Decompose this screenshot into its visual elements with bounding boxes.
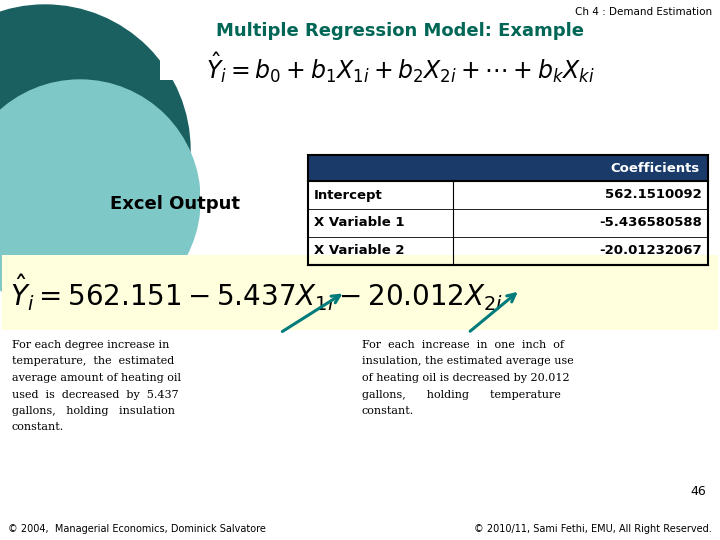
Text: $\hat{Y}_i = b_0 + b_1 X_{1i} + b_2 X_{2i} + \cdots + b_k X_{ki}$: $\hat{Y}_i = b_0 + b_1 X_{1i} + b_2 X_{2… xyxy=(206,50,595,85)
Bar xyxy=(308,155,708,265)
Text: X Variable 1: X Variable 1 xyxy=(314,217,405,230)
Text: of heating oil is decreased by 20.012: of heating oil is decreased by 20.012 xyxy=(362,373,570,383)
Text: Excel Output: Excel Output xyxy=(110,195,240,213)
Text: Intercept: Intercept xyxy=(314,188,383,201)
Text: 562.1510092: 562.1510092 xyxy=(606,188,702,201)
Bar xyxy=(200,0,720,290)
Text: X Variable 2: X Variable 2 xyxy=(314,245,405,258)
Text: Ch 4 : Demand Estimation: Ch 4 : Demand Estimation xyxy=(575,7,712,17)
Text: temperature,  the  estimated: temperature, the estimated xyxy=(12,356,174,367)
Bar xyxy=(308,155,708,181)
Text: © 2004,  Managerial Economics, Dominick Salvatore: © 2004, Managerial Economics, Dominick S… xyxy=(8,524,266,534)
Text: constant.: constant. xyxy=(362,406,414,416)
Text: gallons,      holding      temperature: gallons, holding temperature xyxy=(362,389,561,400)
Text: used  is  decreased  by  5.437: used is decreased by 5.437 xyxy=(12,389,179,400)
Text: 46: 46 xyxy=(690,485,706,498)
Text: Coefficients: Coefficients xyxy=(611,161,700,174)
Bar xyxy=(2,255,718,330)
Text: gallons,   holding   insulation: gallons, holding insulation xyxy=(12,406,175,416)
Text: $\hat{Y}_i = 562.151 - 5.437X_{1i} - 20.012X_{2i}$: $\hat{Y}_i = 562.151 - 5.437X_{1i} - 20.… xyxy=(10,272,503,313)
Text: constant.: constant. xyxy=(12,422,64,433)
Circle shape xyxy=(0,80,200,320)
Bar xyxy=(160,0,720,80)
Text: average amount of heating oil: average amount of heating oil xyxy=(12,373,181,383)
Text: For each degree increase in: For each degree increase in xyxy=(12,340,169,350)
Text: © 2010/11, Sami Fethi, EMU, All Right Reserved.: © 2010/11, Sami Fethi, EMU, All Right Re… xyxy=(474,524,712,534)
Bar xyxy=(308,181,708,265)
Circle shape xyxy=(0,5,190,295)
Text: -20.01232067: -20.01232067 xyxy=(599,245,702,258)
Text: For  each  increase  in  one  inch  of: For each increase in one inch of xyxy=(362,340,564,350)
Text: -5.436580588: -5.436580588 xyxy=(599,217,702,230)
Text: Multiple Regression Model: Example: Multiple Regression Model: Example xyxy=(216,22,584,40)
Text: insulation, the estimated average use: insulation, the estimated average use xyxy=(362,356,574,367)
